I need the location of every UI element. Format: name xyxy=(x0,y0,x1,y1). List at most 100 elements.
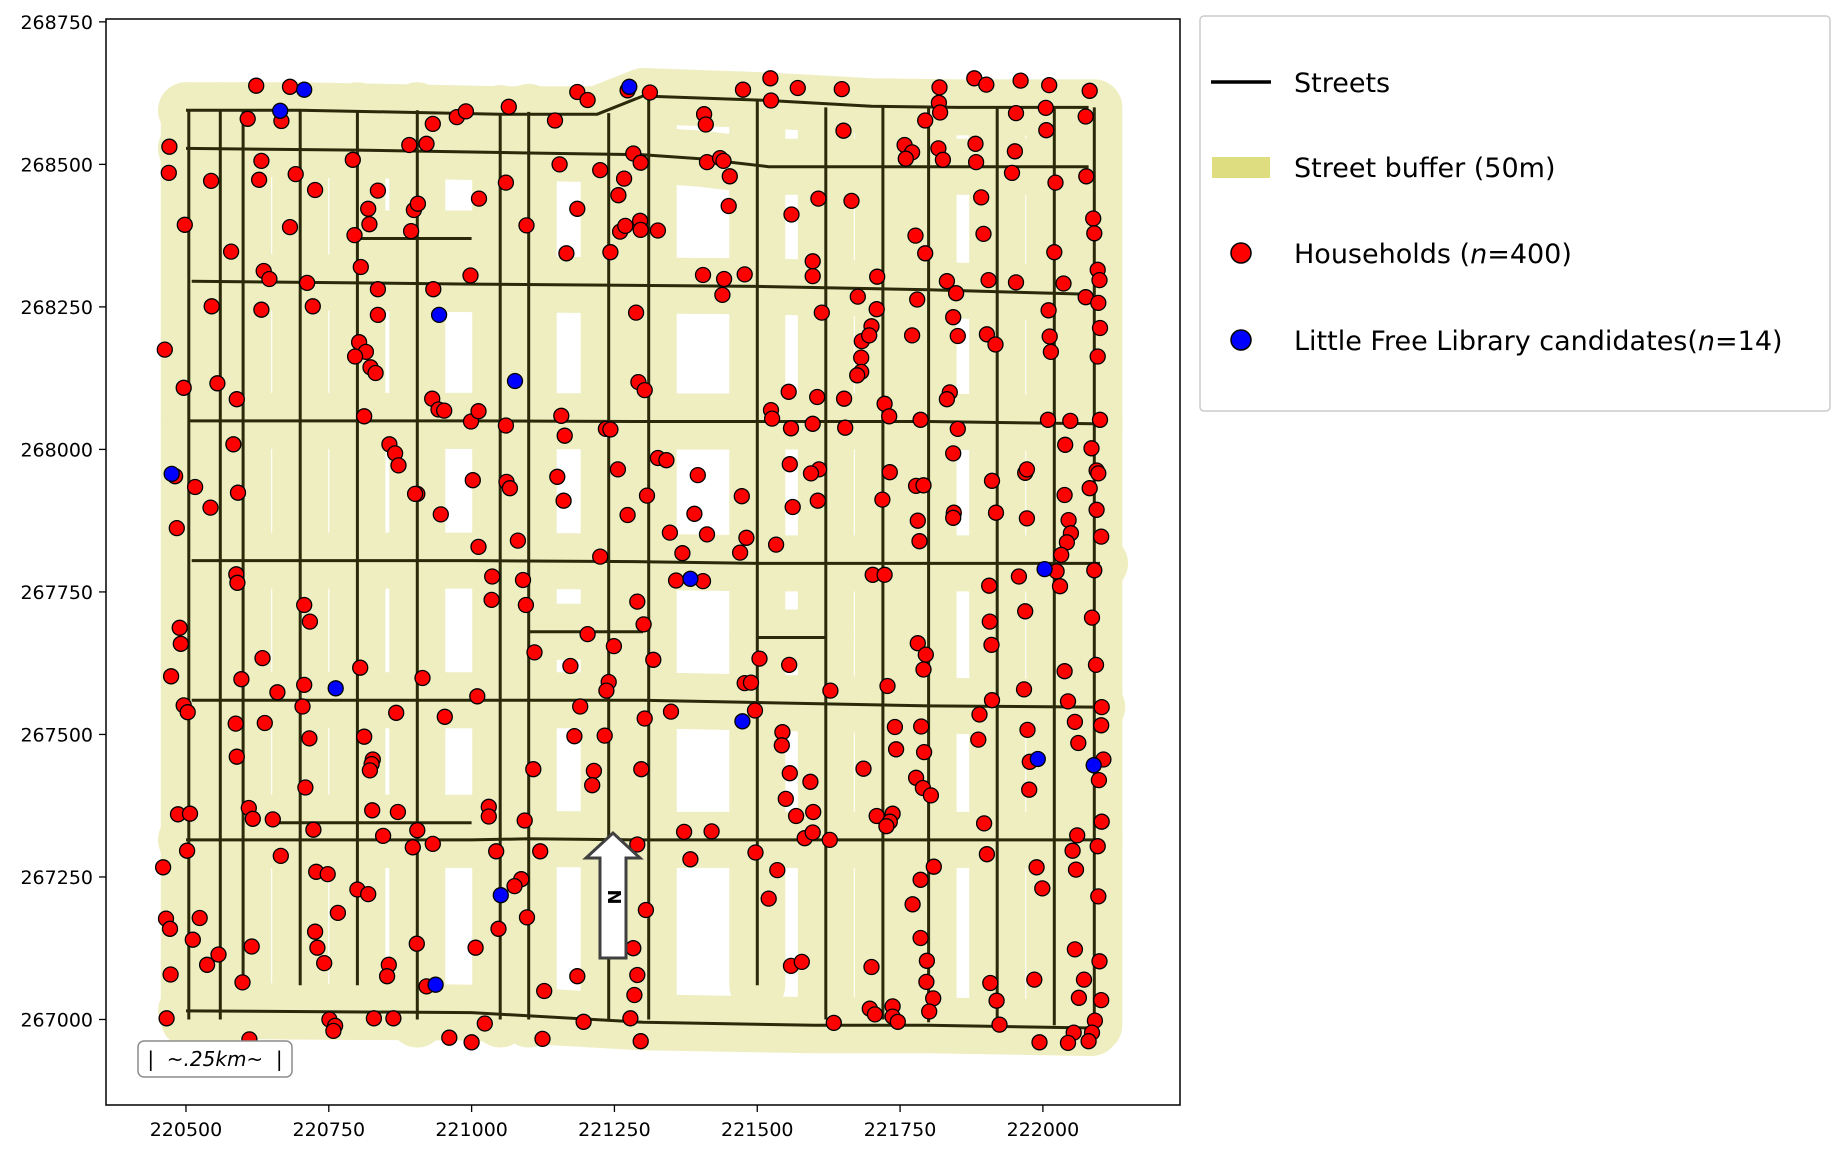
north-arrow: N xyxy=(582,830,644,960)
plot-area: N | ~.25km~ | xyxy=(137,68,1128,1078)
household-point xyxy=(171,619,188,636)
household-point xyxy=(584,777,601,794)
household-point xyxy=(385,1010,402,1027)
household-point xyxy=(287,165,304,183)
household-point xyxy=(172,635,189,652)
household-point xyxy=(1087,656,1105,674)
household-point xyxy=(632,221,649,239)
household-point xyxy=(1091,319,1109,337)
household-point xyxy=(967,135,984,152)
household-point xyxy=(225,436,242,453)
household-point xyxy=(1056,663,1073,680)
household-point xyxy=(369,281,387,298)
x-tick-label: 221250 xyxy=(578,1119,651,1141)
household-point xyxy=(1047,174,1064,191)
household-point xyxy=(248,77,265,94)
household-point xyxy=(863,958,880,976)
household-point xyxy=(835,390,853,407)
household-point xyxy=(703,823,720,840)
household-point xyxy=(1026,971,1043,988)
household-point xyxy=(514,571,532,589)
household-point xyxy=(556,427,573,444)
household-point xyxy=(629,836,646,853)
household-point xyxy=(352,258,369,276)
household-point xyxy=(602,421,619,438)
household-point xyxy=(518,909,536,926)
household-point xyxy=(532,843,549,860)
household-point xyxy=(793,953,810,971)
household-point xyxy=(161,920,179,937)
household-point xyxy=(805,803,822,821)
household-point xyxy=(463,1034,480,1051)
household-point xyxy=(967,153,985,171)
y-axis: 267000 267250 267500 267750 268000 268250 2685… xyxy=(20,12,106,1031)
household-point xyxy=(598,682,615,699)
legend: Streets Street buffer (50m) Households (… xyxy=(1199,15,1831,412)
household-point xyxy=(1018,510,1036,527)
household-point xyxy=(585,762,603,780)
household-point xyxy=(879,677,896,695)
household-point xyxy=(1062,412,1079,430)
legend-households-label: Households (n=400) xyxy=(1294,239,1572,270)
library-candidate-point xyxy=(734,713,751,730)
household-point xyxy=(425,281,442,298)
household-point xyxy=(569,968,586,985)
north-arrow-icon xyxy=(582,830,644,960)
legend-households-prefix: Households ( xyxy=(1294,239,1470,270)
x-tick-label: 220500 xyxy=(150,1119,223,1141)
household-point xyxy=(297,779,314,796)
household-point xyxy=(369,182,387,199)
household-point xyxy=(715,270,733,288)
household-point xyxy=(897,150,914,167)
household-point xyxy=(1075,971,1093,988)
household-point xyxy=(983,692,1001,709)
household-point xyxy=(773,737,790,754)
household-point xyxy=(1031,1034,1048,1051)
household-point xyxy=(605,637,623,655)
legend-libraries-n: n xyxy=(1698,326,1715,357)
household-point xyxy=(1085,210,1102,227)
household-point xyxy=(1091,271,1108,289)
scale-bar: | ~.25km~ | xyxy=(137,1040,293,1078)
household-point xyxy=(922,787,940,804)
household-point xyxy=(158,1010,175,1027)
library-candidate-point xyxy=(492,887,509,904)
household-point xyxy=(301,613,319,630)
household-point xyxy=(769,861,786,879)
library-candidate-point xyxy=(506,372,524,390)
household-point xyxy=(849,288,866,305)
household-point xyxy=(843,192,860,210)
household-point xyxy=(903,327,921,344)
scale-bar-label: | ~.25km~ | xyxy=(147,1047,282,1071)
household-point xyxy=(667,572,685,589)
street-line-0 xyxy=(186,94,1089,116)
household-point xyxy=(746,702,764,719)
household-point xyxy=(506,877,523,895)
household-point xyxy=(1093,717,1110,734)
household-point xyxy=(1093,698,1110,716)
household-point xyxy=(918,973,935,991)
household-point xyxy=(760,890,777,907)
household-point xyxy=(281,218,299,236)
household-point xyxy=(470,403,487,420)
household-point xyxy=(1059,693,1077,710)
legend-households-suffix: =400) xyxy=(1487,239,1572,270)
household-point xyxy=(1090,465,1107,482)
household-point xyxy=(569,200,586,217)
household-point xyxy=(904,896,921,913)
household-point xyxy=(168,519,185,537)
legend-libraries-prefix: Little Free Library candidates( xyxy=(1294,326,1698,357)
library-candidate-point xyxy=(682,570,699,587)
legend-libraries-label: Little Free Library candidates(n=14) xyxy=(1294,326,1783,357)
household-point xyxy=(783,206,800,223)
household-point xyxy=(917,112,934,129)
household-point xyxy=(802,773,819,790)
household-point xyxy=(619,506,636,524)
household-point xyxy=(781,765,798,782)
household-point xyxy=(887,741,905,758)
household-point xyxy=(261,270,278,288)
household-point xyxy=(378,968,396,985)
household-point xyxy=(239,110,256,127)
household-point xyxy=(682,851,699,868)
household-point xyxy=(364,802,381,819)
